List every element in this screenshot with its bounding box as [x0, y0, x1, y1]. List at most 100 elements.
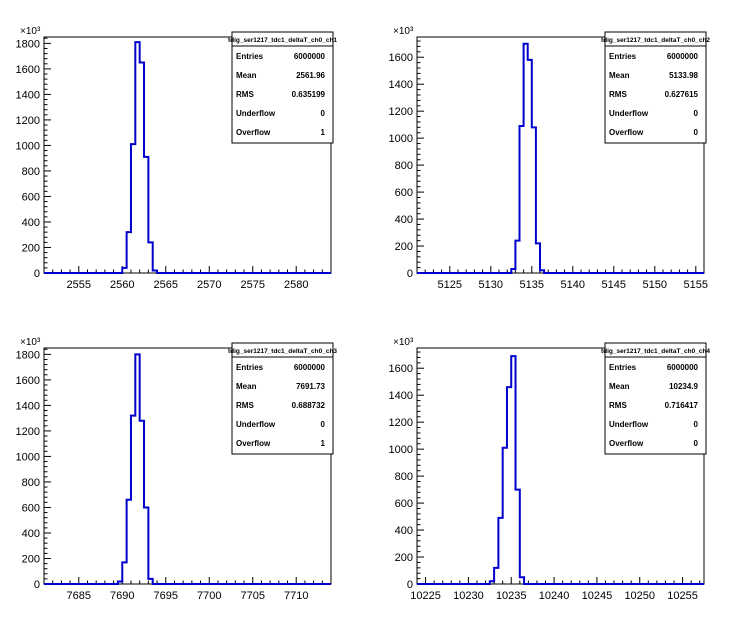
stat-value-mean: 10234.9: [669, 382, 698, 391]
y-tick-label: 1800: [16, 38, 40, 50]
stat-value-entries: 6000000: [667, 52, 699, 61]
x-tick-label: 7710: [284, 590, 308, 602]
x-tick-label: 10235: [496, 590, 527, 602]
y-exponent-label: ×10³: [20, 26, 41, 37]
stats-box: tdig_ser1217_tdc1_deltaT_ch0_ch3 Entries 6…: [228, 342, 337, 455]
stat-label-rms: RMS: [236, 90, 254, 99]
histogram-series-line: [417, 42, 704, 274]
y-tick-label: 600: [395, 187, 413, 199]
y-tick-label: 1000: [389, 444, 413, 456]
x-tick-label: 7685: [67, 590, 91, 602]
stat-label-rms: RMS: [609, 90, 627, 99]
stats-box: tdig_ser1217_tdc1_deltaT_ch0_ch2 Entries 6…: [601, 31, 710, 144]
y-tick-label: 1800: [16, 349, 40, 361]
stats-box: tdig_ser1217_tdc1_deltaT_ch0_ch1 Entries 6…: [228, 31, 337, 144]
histogram-title: tdig_ser1217_tdc1_deltaT_ch0_ch4: [601, 348, 710, 355]
x-tick-label: 10250: [624, 590, 655, 602]
histogram-panel-3: 7685 7690 7695 7700 7705 77100200400600800100…: [16, 337, 338, 602]
stat-value-entries: 6000000: [294, 363, 326, 372]
y-exponent-label: ×10³: [393, 26, 414, 37]
stat-label-mean: Mean: [236, 382, 257, 391]
stat-label-overflow: Overflow: [236, 439, 271, 448]
y-tick-label: 400: [395, 525, 413, 537]
y-tick-label: 1400: [389, 79, 413, 91]
y-tick-label: 1600: [389, 363, 413, 375]
stat-value-entries: 6000000: [667, 363, 699, 372]
stat-label-underflow: Underflow: [609, 109, 649, 118]
histogram-panel-2: 5125 5130 5135 5140 5145 5150 5155 0 200 400 600 80…: [389, 26, 711, 291]
x-tick-label: 7705: [240, 590, 264, 602]
y-tick-label: 600: [22, 191, 40, 203]
y-tick-label: 200: [395, 552, 413, 564]
stat-label-rms: RMS: [236, 401, 254, 410]
stat-label-underflow: Underflow: [236, 420, 276, 429]
y-tick-label: 1400: [16, 89, 40, 101]
x-tick-label: 2580: [284, 279, 308, 291]
y-tick-label: 600: [22, 502, 40, 514]
stat-value-overflow: 1: [321, 128, 326, 137]
stat-value-overflow: 1: [321, 439, 326, 448]
stat-label-overflow: Overflow: [236, 128, 271, 137]
x-tick-label: 10240: [539, 590, 570, 602]
stat-label-mean: Mean: [236, 71, 257, 80]
stat-label-mean: Mean: [609, 382, 630, 391]
y-tick-label: 1600: [16, 375, 40, 387]
y-tick-label: 800: [22, 166, 40, 178]
y-tick-label: 200: [395, 241, 413, 253]
stat-value-overflow: 0: [694, 128, 699, 137]
x-tick-label: 5155: [684, 279, 708, 291]
histogram-panel-1: 2555 2560 2565 2570 2575 25800200400600800100…: [16, 26, 338, 291]
x-tick-label: 2575: [240, 279, 264, 291]
stat-value-underflow: 0: [321, 109, 326, 118]
stat-value-underflow: 0: [694, 109, 699, 118]
y-tick-label: 1000: [389, 133, 413, 145]
y-tick-label: 1200: [16, 426, 40, 438]
stat-value-overflow: 0: [694, 439, 699, 448]
y-tick-label: 0: [407, 579, 413, 591]
x-tick-label: 10255: [667, 590, 698, 602]
stat-label-overflow: Overflow: [609, 128, 644, 137]
y-tick-label: 1200: [389, 417, 413, 429]
stats-box: tdig_ser1217_tdc1_deltaT_ch0_ch4 Entries 6…: [601, 342, 710, 455]
stat-value-rms: 0.716417: [665, 401, 699, 410]
y-tick-label: 1000: [16, 451, 40, 463]
y-tick-label: 400: [22, 217, 40, 229]
x-tick-label: 5145: [602, 279, 626, 291]
histogram-series-line: [44, 41, 331, 274]
x-tick-label: 2570: [197, 279, 221, 291]
y-exponent-label: ×10³: [20, 337, 41, 348]
y-tick-label: 0: [407, 268, 413, 280]
y-tick-label: 800: [395, 471, 413, 483]
y-tick-label: 1000: [16, 140, 40, 152]
y-exponent-label: ×10³: [393, 337, 414, 348]
stat-label-rms: RMS: [609, 401, 627, 410]
x-tick-label: 2555: [67, 279, 91, 291]
stat-label-underflow: Underflow: [609, 420, 649, 429]
stat-label-entries: Entries: [609, 52, 637, 61]
x-tick-label: 7695: [154, 590, 178, 602]
stat-label-entries: Entries: [609, 363, 637, 372]
y-tick-label: 200: [22, 553, 40, 565]
stat-label-entries: Entries: [236, 363, 264, 372]
stat-value-mean: 5133.98: [669, 71, 698, 80]
stat-value-rms: 0.688732: [292, 401, 326, 410]
stat-value-mean: 7691.73: [296, 382, 325, 391]
stat-value-rms: 0.627615: [665, 90, 699, 99]
histogram-panel-4: 10225 10230 10235 10240 10245 10250 10255 0 200 4…: [389, 337, 711, 602]
y-tick-label: 1600: [389, 52, 413, 64]
x-tick-label: 5125: [438, 279, 462, 291]
x-tick-label: 10245: [582, 590, 613, 602]
x-tick-label: 2560: [110, 279, 134, 291]
y-tick-label: 1600: [16, 64, 40, 76]
y-tick-label: 600: [395, 498, 413, 510]
stat-label-underflow: Underflow: [236, 109, 276, 118]
stat-value-mean: 2561.96: [296, 71, 325, 80]
stats-box-frame: [604, 342, 707, 455]
histogram-series-line: [44, 353, 331, 585]
stat-label-overflow: Overflow: [609, 439, 644, 448]
y-tick-label: 800: [395, 160, 413, 172]
histogram-title: tdig_ser1217_tdc1_deltaT_ch0_ch2: [601, 37, 710, 44]
x-tick-label: 10230: [453, 590, 484, 602]
y-tick-label: 1200: [389, 106, 413, 118]
